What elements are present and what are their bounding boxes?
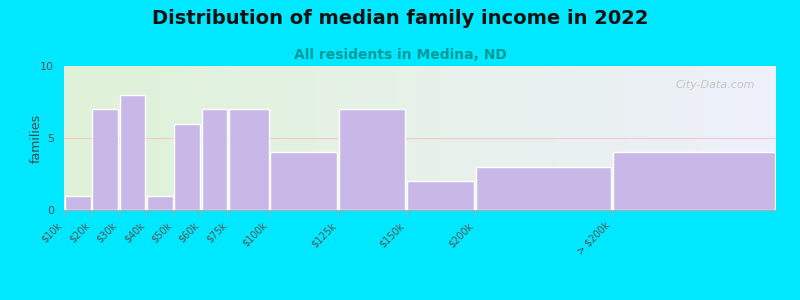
Y-axis label: families: families xyxy=(30,113,42,163)
Bar xyxy=(270,152,337,210)
Bar xyxy=(92,109,118,210)
Bar xyxy=(407,181,474,210)
Bar xyxy=(202,109,227,210)
Bar xyxy=(174,124,200,210)
Bar xyxy=(475,167,611,210)
Text: Distribution of median family income in 2022: Distribution of median family income in … xyxy=(152,9,648,28)
Bar xyxy=(119,95,146,210)
Bar xyxy=(229,109,269,210)
Bar xyxy=(65,196,90,210)
Bar xyxy=(147,196,173,210)
Text: All residents in Medina, ND: All residents in Medina, ND xyxy=(294,48,506,62)
Bar xyxy=(613,152,775,210)
Text: City-Data.com: City-Data.com xyxy=(675,80,754,90)
Bar xyxy=(338,109,406,210)
